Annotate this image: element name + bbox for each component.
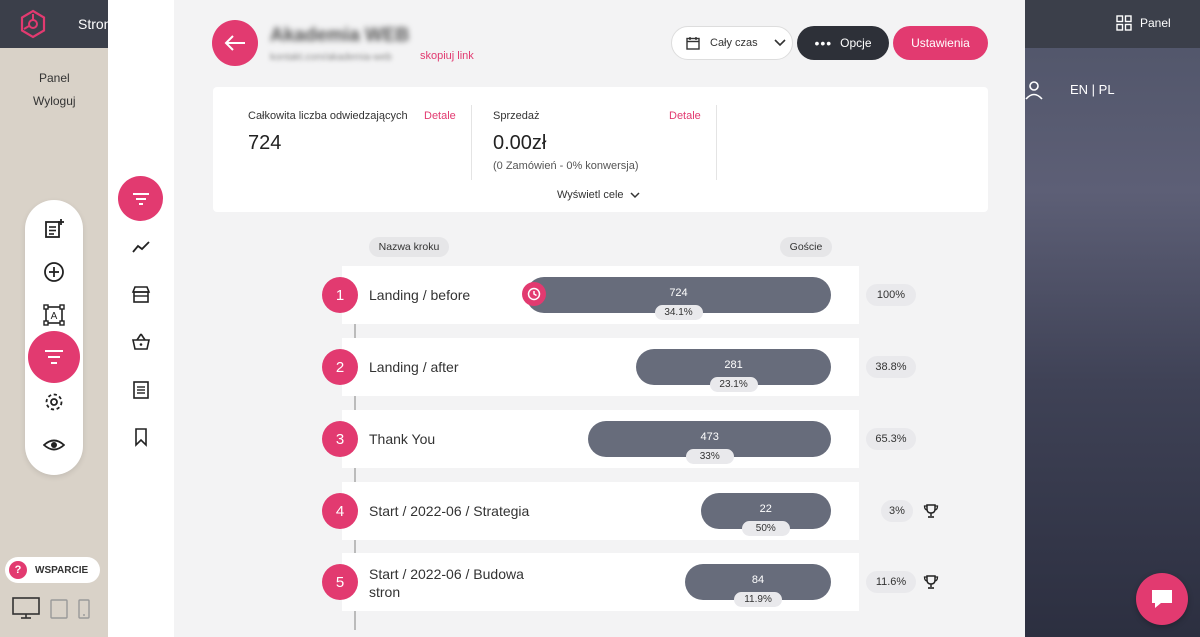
desktop-icon[interactable] bbox=[12, 597, 40, 619]
stats-card: Całkowita liczba odwiedzających Detale 7… bbox=[213, 87, 988, 212]
step-percentage: 65.3% bbox=[866, 428, 916, 450]
support-button[interactable]: ? WSPARCIE bbox=[5, 557, 100, 583]
show-goals-label: Wyświetl cele bbox=[557, 189, 624, 201]
step-visitors-bar[interactable]: 724 bbox=[526, 277, 831, 313]
top-nav-item[interactable]: Stron bbox=[78, 16, 112, 32]
copy-link[interactable]: skopiuj link bbox=[420, 50, 474, 62]
grid-icon bbox=[1116, 15, 1132, 31]
step-conversion-badge: 23.1% bbox=[709, 377, 758, 392]
svg-text:A: A bbox=[51, 311, 58, 322]
help-icon: ? bbox=[9, 561, 27, 579]
divider bbox=[716, 105, 717, 180]
chevron-down-icon bbox=[774, 39, 786, 47]
calendar-icon bbox=[686, 37, 700, 50]
options-label: Opcje bbox=[840, 36, 872, 50]
logout-link[interactable]: Wyloguj bbox=[33, 94, 76, 108]
step-name: Landing / after bbox=[369, 359, 459, 375]
nav-funnel-button[interactable] bbox=[118, 176, 163, 221]
side-nav bbox=[108, 0, 174, 637]
device-switcher bbox=[12, 597, 90, 619]
funnel-tool-button[interactable] bbox=[28, 331, 80, 383]
step-name: Landing / before bbox=[369, 287, 471, 303]
add-circle-icon[interactable] bbox=[43, 261, 65, 283]
sales-conversion: (0 Zamówień - 0% konwersja) bbox=[493, 160, 639, 172]
step-percentage: 38.8% bbox=[866, 356, 916, 378]
step-conversion-badge: 34.1% bbox=[654, 305, 703, 320]
step-conversion-badge: 11.9% bbox=[734, 592, 783, 607]
date-range-select[interactable]: Cały czas bbox=[671, 26, 793, 60]
trophy-icon[interactable] bbox=[922, 502, 940, 520]
list-icon[interactable] bbox=[131, 380, 151, 400]
step-number: 1 bbox=[322, 277, 358, 313]
back-button[interactable] bbox=[212, 20, 258, 66]
basket-icon[interactable] bbox=[131, 332, 151, 352]
support-label: WSPARCIE bbox=[35, 564, 89, 576]
sales-value: 0.00zł bbox=[493, 132, 547, 154]
funnel-connector bbox=[354, 310, 356, 630]
step-percentage: 100% bbox=[866, 284, 916, 306]
text-frame-icon[interactable]: A bbox=[43, 304, 65, 326]
chart-line-icon[interactable] bbox=[131, 237, 151, 257]
settings-button[interactable]: Ustawienia bbox=[893, 26, 988, 60]
step-number: 4 bbox=[322, 493, 358, 529]
top-bar-left bbox=[0, 0, 110, 48]
step-conversion-badge: 50% bbox=[741, 521, 790, 536]
panel-top-label: Panel bbox=[1140, 16, 1171, 30]
bookmark-icon[interactable] bbox=[131, 427, 151, 447]
filter-icon bbox=[132, 192, 149, 205]
language-switcher[interactable]: EN | PL bbox=[1070, 82, 1115, 97]
column-header-guests: Goście bbox=[780, 237, 832, 257]
tablet-icon[interactable] bbox=[50, 599, 68, 619]
show-goals-toggle[interactable]: Wyświetl cele bbox=[557, 189, 640, 201]
step-name: Thank You bbox=[369, 431, 436, 447]
date-range-value: Cały czas bbox=[710, 37, 758, 49]
visitors-value: 724 bbox=[248, 132, 282, 154]
divider bbox=[471, 105, 472, 180]
chat-button[interactable] bbox=[1136, 573, 1188, 625]
mobile-icon[interactable] bbox=[78, 599, 90, 619]
store-icon[interactable] bbox=[131, 284, 151, 304]
arrow-left-icon bbox=[224, 35, 245, 51]
clock-icon[interactable] bbox=[522, 282, 546, 306]
top-bar-right bbox=[1025, 0, 1200, 48]
step-percentage: 3% bbox=[881, 500, 913, 522]
logo-icon[interactable] bbox=[18, 9, 48, 39]
visitors-details-link[interactable]: Detale bbox=[424, 110, 456, 122]
visitors-label: Całkowita liczba odwiedzających bbox=[248, 110, 408, 122]
step-number: 3 bbox=[322, 421, 358, 457]
right-background bbox=[1025, 0, 1200, 637]
dots-icon: ••• bbox=[814, 35, 833, 51]
sales-label: Sprzedaż bbox=[493, 110, 540, 122]
sales-details-link[interactable]: Detale bbox=[669, 110, 701, 122]
step-name: Start / 2022-06 / Budowa stron bbox=[369, 566, 524, 600]
user-icon[interactable] bbox=[1024, 80, 1044, 100]
trophy-icon[interactable] bbox=[922, 573, 940, 591]
panel-top-link[interactable]: Panel bbox=[1116, 15, 1171, 31]
chevron-down-icon bbox=[630, 191, 640, 198]
eye-icon[interactable] bbox=[43, 434, 65, 456]
step-number: 2 bbox=[322, 349, 358, 385]
step-percentage: 11.6% bbox=[866, 571, 916, 593]
gear-icon[interactable] bbox=[43, 391, 65, 413]
site-url: kontakt.com/akademia-web bbox=[270, 52, 392, 63]
step-number: 5 bbox=[322, 564, 358, 600]
panel-link[interactable]: Panel bbox=[39, 71, 70, 85]
step-conversion-badge: 33% bbox=[685, 449, 734, 464]
column-header-step: Nazwa kroku bbox=[369, 237, 449, 257]
chat-icon bbox=[1152, 590, 1172, 608]
filter-icon bbox=[45, 350, 63, 364]
page-title: Akademia WEB bbox=[270, 25, 410, 46]
options-button[interactable]: ••• Opcje bbox=[797, 26, 889, 60]
add-page-icon[interactable] bbox=[43, 218, 65, 240]
step-name: Start / 2022-06 / Strategia bbox=[369, 503, 530, 519]
